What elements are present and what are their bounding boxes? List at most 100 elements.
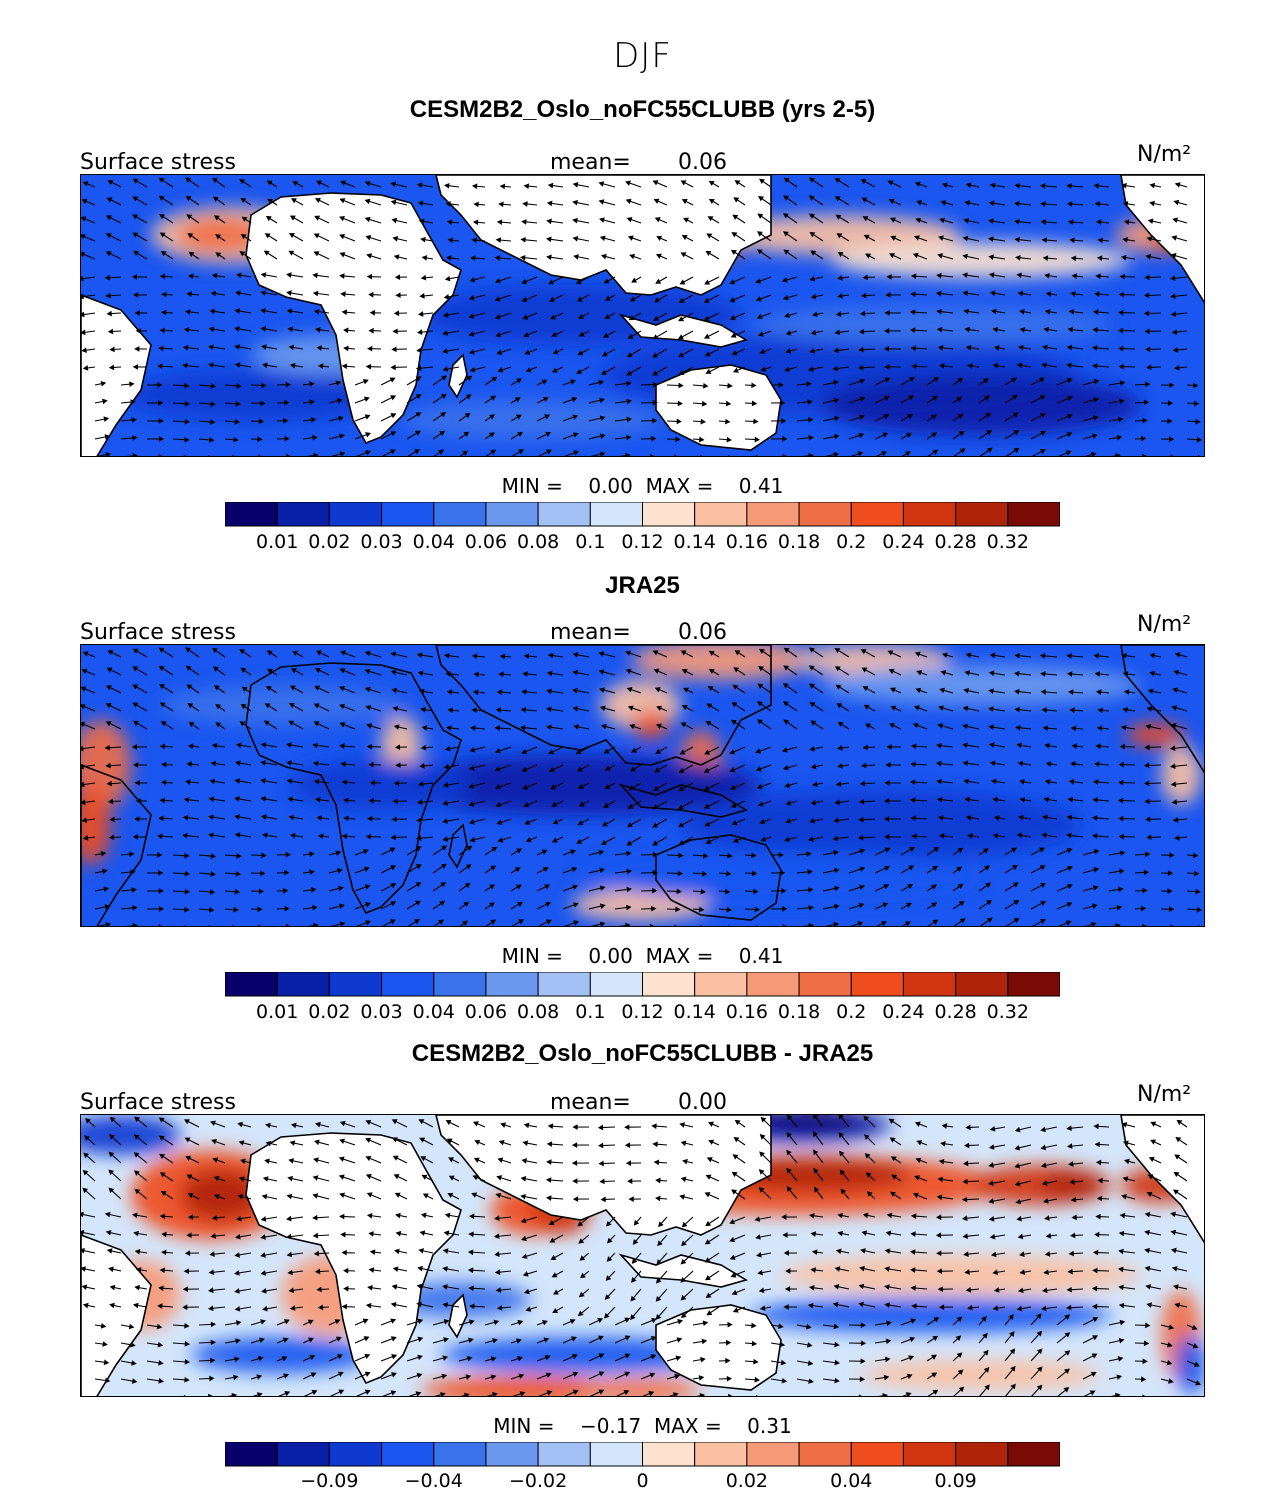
stress-vector-arrow — [367, 345, 382, 352]
stress-vector-arrow — [276, 851, 291, 858]
stress-vector-arrow — [1121, 182, 1136, 189]
stress-vector-arrow — [914, 705, 928, 712]
stress-vector-arrow — [510, 431, 524, 440]
stress-vector-arrow — [731, 348, 746, 356]
stress-vector-arrow — [578, 800, 590, 807]
stress-vector-arrow — [936, 796, 954, 803]
stress-vector-arrow — [926, 846, 940, 856]
units-label: N/m² — [1137, 612, 1192, 637]
stress-vector-arrow — [1040, 671, 1058, 677]
colorbar-swatch — [328, 1442, 383, 1467]
stress-vector-arrow — [858, 1283, 876, 1290]
stress-vector-arrow — [393, 724, 408, 730]
stress-vector-arrow — [770, 1341, 786, 1348]
stress-vector-arrow — [134, 780, 148, 786]
stress-vector-arrow — [1146, 706, 1162, 712]
stress-vector-arrow — [263, 250, 278, 260]
stress-vector-arrow — [655, 1288, 668, 1302]
stress-vector-arrow — [562, 1336, 577, 1344]
mean-value: 0.00 — [678, 1090, 727, 1115]
stress-vector-arrow — [770, 400, 786, 406]
stress-vector-arrow — [848, 884, 865, 892]
stress-vector-arrow — [380, 1318, 397, 1326]
stress-vector-arrow — [286, 308, 304, 314]
stress-vector-arrow — [1066, 671, 1084, 677]
stress-vector-arrow — [234, 344, 252, 350]
stress-vector-arrow — [1144, 274, 1162, 281]
map-canvas — [81, 1115, 1204, 1396]
stress-vector-arrow — [832, 365, 850, 372]
stress-vector-arrow — [343, 797, 356, 804]
stress-vector-arrow — [807, 836, 824, 842]
stress-vector-arrow — [732, 836, 746, 843]
stress-vector-arrow — [105, 685, 122, 694]
colorbar-swatch — [694, 502, 748, 527]
stress-vector-arrow — [368, 1267, 382, 1273]
stress-vector-arrow — [822, 415, 840, 422]
stress-vector-arrow — [444, 652, 460, 659]
stress-vector-arrow — [1122, 201, 1136, 207]
stress-vector-arrow — [184, 1137, 200, 1146]
stress-vector-arrow — [343, 345, 356, 352]
stress-vector-arrow — [862, 216, 876, 224]
stress-vector-arrow — [187, 743, 200, 750]
stress-vector-arrow — [261, 1288, 278, 1294]
stress-vector-arrow — [866, 1191, 876, 1200]
stress-vector-arrow — [1092, 1249, 1110, 1256]
stress-vector-arrow — [418, 1248, 434, 1254]
coastline-africa — [245, 662, 462, 915]
stress-contour-patch — [381, 715, 421, 775]
stress-vector-arrow — [833, 347, 850, 354]
stress-vector-arrow — [732, 684, 746, 694]
stress-vector-arrow — [1096, 1195, 1110, 1202]
stress-vector-arrow — [573, 724, 590, 730]
colorbar-swatch — [537, 1442, 591, 1467]
stress-vector-arrow — [234, 1288, 252, 1294]
stress-vector-arrow — [276, 869, 290, 876]
stress-vector-arrow — [938, 235, 954, 242]
stress-vector-arrow — [81, 745, 96, 752]
stress-vector-arrow — [914, 181, 928, 188]
stress-vector-arrow — [656, 1252, 668, 1265]
stress-vector-arrow — [877, 1392, 888, 1396]
stress-vector-arrow — [1160, 436, 1175, 442]
stress-vector-arrow — [354, 1371, 371, 1380]
stress-vector-arrow — [468, 330, 486, 337]
stress-vector-arrow — [132, 196, 148, 206]
stress-vector-arrow — [420, 1156, 434, 1164]
stress-vector-arrow — [1070, 1196, 1084, 1203]
stress-vector-arrow — [838, 1115, 850, 1128]
stress-vector-arrow — [458, 375, 473, 386]
stress-vector-arrow — [700, 924, 703, 926]
stress-vector-arrow — [234, 814, 252, 820]
stress-vector-arrow — [172, 1340, 191, 1347]
stress-vector-arrow — [131, 744, 148, 750]
stress-vector-arrow — [94, 398, 108, 405]
stress-vector-arrow — [198, 437, 215, 443]
stress-vector-arrow — [468, 294, 486, 301]
colorbar-model — [225, 502, 1060, 527]
stress-vector-arrow — [1084, 451, 1097, 456]
stress-vector-arrow — [666, 888, 682, 895]
stress-vector-arrow — [224, 871, 242, 877]
stress-vector-arrow — [1172, 1284, 1188, 1290]
stress-vector-arrow — [406, 1318, 424, 1326]
stress-vector-arrow — [1146, 1191, 1162, 1200]
stress-vector-arrow — [576, 294, 590, 302]
colorbar-ticks-difference: −0.09 −0.04 −0.02 0 0.02 0.04 0.09 — [225, 1470, 1060, 1494]
stress-vector-arrow — [718, 870, 732, 877]
stress-vector-arrow — [963, 687, 980, 694]
stress-vector-arrow — [81, 347, 96, 353]
stress-vector-arrow — [578, 782, 590, 789]
stress-vector-arrow — [109, 346, 122, 353]
stress-vector-arrow — [227, 1392, 238, 1396]
stress-vector-arrow — [770, 888, 787, 894]
stress-vector-arrow — [341, 1249, 356, 1256]
stress-vector-arrow — [590, 451, 606, 456]
stress-vector-arrow — [718, 1321, 733, 1328]
stress-contour-patch — [81, 1115, 181, 1155]
stress-vector-arrow — [652, 650, 668, 658]
coastline-asia — [435, 1115, 772, 1236]
colorbar-swatch — [381, 1442, 435, 1467]
stress-vector-arrow — [185, 1155, 200, 1164]
